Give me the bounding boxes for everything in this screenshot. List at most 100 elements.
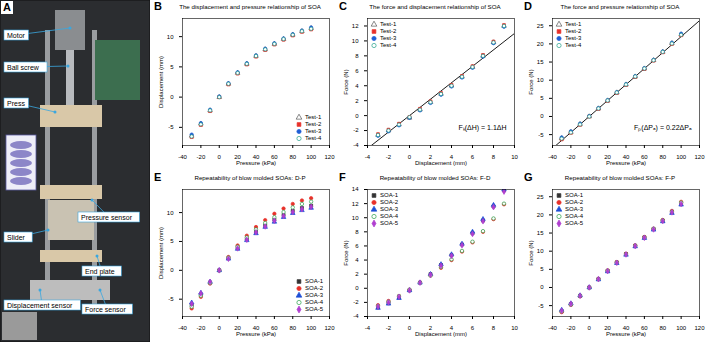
svg-text:5: 5 (170, 238, 174, 244)
svg-text:0: 0 (170, 267, 174, 273)
svg-text:Force sensor: Force sensor (85, 306, 127, 313)
svg-text:10: 10 (167, 210, 174, 216)
svg-text:Pressure (kPa): Pressure (kPa) (606, 331, 646, 337)
svg-text:15: 15 (537, 59, 544, 65)
svg-text:14: 14 (352, 186, 359, 192)
svg-text:-5: -5 (538, 303, 544, 309)
svg-text:0: 0 (588, 325, 592, 331)
svg-text:Slider: Slider (7, 234, 26, 241)
svg-text:10: 10 (167, 34, 174, 40)
svg-text:4: 4 (355, 257, 359, 263)
svg-text:Pressure (kPa): Pressure (kPa) (236, 331, 276, 337)
svg-text:5: 5 (540, 95, 544, 101)
svg-text:-5: -5 (538, 132, 544, 138)
svg-text:-40: -40 (178, 154, 187, 160)
svg-text:0: 0 (588, 154, 592, 160)
svg-text:25: 25 (537, 23, 544, 29)
svg-text:-5: -5 (168, 124, 174, 130)
svg-text:120: 120 (324, 154, 335, 160)
svg-text:120: 120 (324, 325, 335, 331)
svg-text:80: 80 (659, 154, 666, 160)
svg-text:6: 6 (355, 68, 359, 74)
svg-text:-2: -2 (353, 127, 359, 133)
svg-text:End plate: End plate (85, 268, 115, 276)
svg-text:Fₚ(ΔPₐ) = 0.22ΔPₐ: Fₚ(ΔPₐ) = 0.22ΔPₐ (634, 124, 692, 132)
svg-text:-4: -4 (353, 313, 359, 319)
svg-text:8: 8 (355, 53, 359, 59)
svg-text:0: 0 (540, 113, 544, 119)
svg-text:Press: Press (7, 100, 25, 107)
svg-text:100: 100 (306, 154, 317, 160)
svg-text:0: 0 (218, 325, 222, 331)
svg-text:A: A (3, 1, 11, 13)
svg-text:Displacement (mm): Displacement (mm) (158, 227, 164, 279)
svg-text:-5: -5 (168, 296, 174, 302)
svg-text:-2: -2 (386, 325, 392, 331)
svg-text:Displacement (mm): Displacement (mm) (415, 160, 467, 166)
svg-text:5: 5 (540, 266, 544, 272)
svg-text:8: 8 (355, 229, 359, 235)
svg-text:5: 5 (170, 64, 174, 70)
svg-text:Force (N): Force (N) (528, 240, 534, 265)
svg-text:25: 25 (537, 194, 544, 200)
svg-text:6: 6 (471, 154, 475, 160)
svg-text:Fₖ(ΔH) = 1.1ΔH: Fₖ(ΔH) = 1.1ΔH (458, 124, 506, 132)
svg-text:-20: -20 (197, 325, 206, 331)
svg-text:80: 80 (659, 325, 666, 331)
svg-text:-20: -20 (567, 154, 576, 160)
svg-text:Displacement sensor: Displacement sensor (7, 302, 73, 310)
svg-text:0: 0 (408, 325, 412, 331)
svg-text:12: 12 (352, 201, 359, 207)
svg-text:80: 80 (289, 154, 296, 160)
svg-text:20: 20 (537, 212, 544, 218)
svg-text:120: 120 (694, 154, 705, 160)
svg-text:-20: -20 (197, 154, 206, 160)
svg-text:0: 0 (218, 154, 222, 160)
svg-text:Force (N): Force (N) (343, 240, 349, 265)
svg-text:10: 10 (537, 248, 544, 254)
svg-text:0: 0 (355, 113, 359, 119)
svg-text:0: 0 (540, 284, 544, 290)
svg-text:Displacement (mm): Displacement (mm) (415, 331, 467, 337)
svg-text:12: 12 (352, 23, 359, 29)
svg-text:Force (N): Force (N) (343, 69, 349, 94)
svg-text:Pressure (kPa): Pressure (kPa) (236, 160, 276, 166)
svg-text:2: 2 (355, 98, 359, 104)
svg-text:10: 10 (537, 77, 544, 83)
svg-text:-40: -40 (548, 154, 557, 160)
svg-text:0: 0 (355, 285, 359, 291)
svg-text:-4: -4 (365, 325, 371, 331)
svg-text:15: 15 (537, 230, 544, 236)
svg-text:Displacement (mm): Displacement (mm) (158, 56, 164, 108)
svg-text:80: 80 (289, 325, 296, 331)
svg-text:10: 10 (352, 38, 359, 44)
svg-text:6: 6 (355, 243, 359, 249)
svg-text:-4: -4 (353, 142, 359, 148)
svg-text:8: 8 (492, 154, 496, 160)
svg-text:4: 4 (355, 83, 359, 89)
svg-text:8: 8 (492, 325, 496, 331)
svg-text:10: 10 (511, 325, 518, 331)
svg-text:100: 100 (676, 325, 687, 331)
svg-text:-40: -40 (548, 325, 557, 331)
svg-text:2: 2 (355, 271, 359, 277)
svg-text:120: 120 (694, 325, 705, 331)
svg-text:100: 100 (676, 154, 687, 160)
svg-text:20: 20 (537, 41, 544, 47)
svg-text:Ball screw: Ball screw (7, 64, 40, 71)
svg-text:100: 100 (306, 325, 317, 331)
svg-text:10: 10 (511, 154, 518, 160)
svg-text:Motor: Motor (7, 32, 26, 39)
svg-text:Force (N): Force (N) (528, 69, 534, 94)
svg-text:Pressure (kPa): Pressure (kPa) (606, 160, 646, 166)
svg-text:-40: -40 (178, 325, 187, 331)
svg-text:0: 0 (170, 94, 174, 100)
svg-text:-20: -20 (567, 325, 576, 331)
svg-text:6: 6 (471, 325, 475, 331)
svg-text:-4: -4 (365, 154, 371, 160)
svg-text:-2: -2 (353, 299, 359, 305)
svg-text:-2: -2 (386, 154, 392, 160)
svg-text:Pressure sensor: Pressure sensor (81, 214, 133, 221)
svg-text:0: 0 (408, 154, 412, 160)
svg-text:10: 10 (352, 215, 359, 221)
